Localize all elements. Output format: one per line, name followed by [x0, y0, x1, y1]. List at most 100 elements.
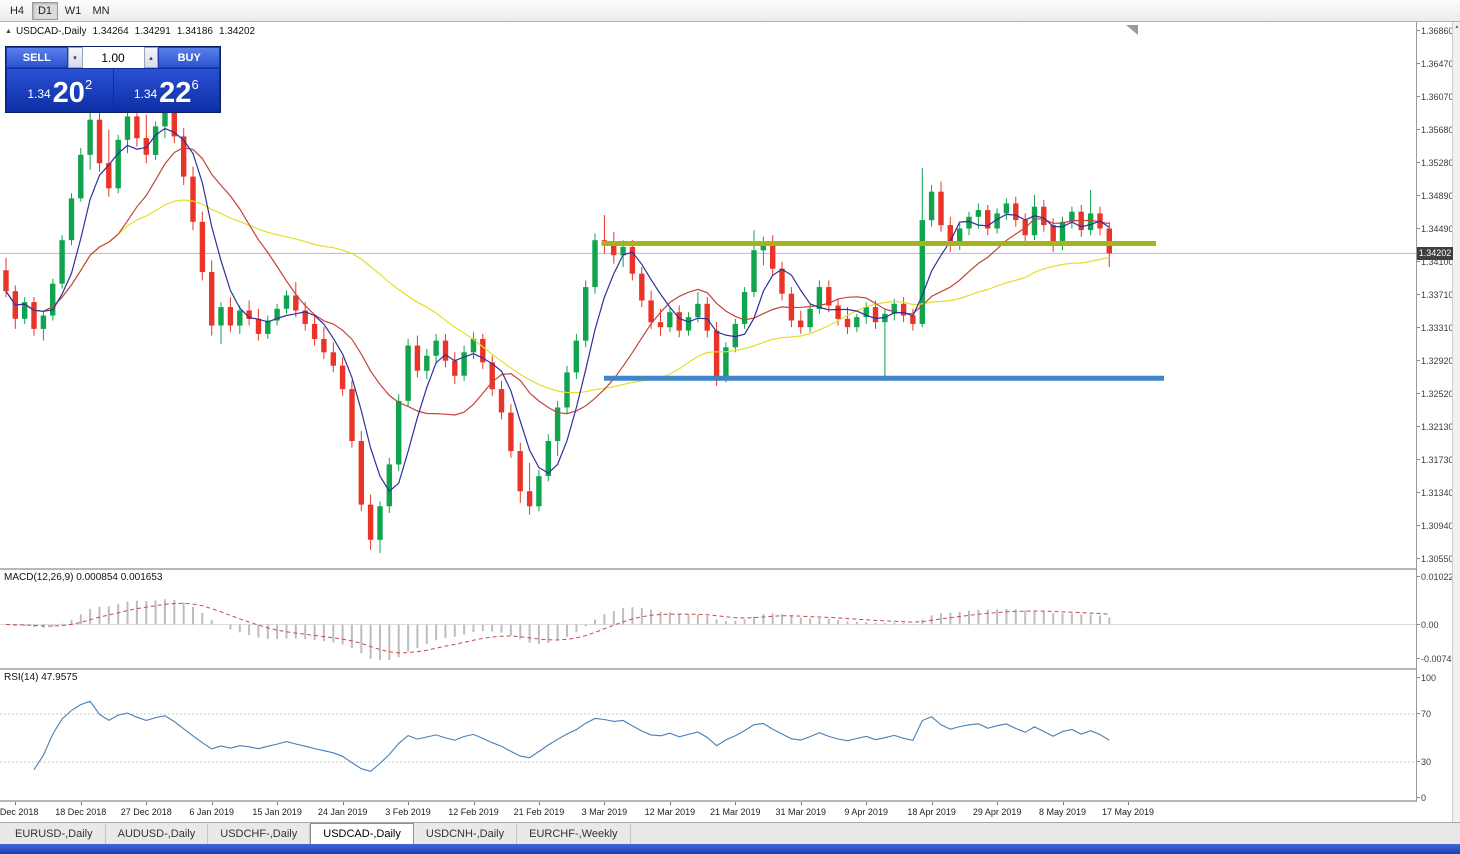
- time-axis-tick: [473, 802, 475, 805]
- price-axis-label: 1.36070: [1417, 92, 1454, 103]
- macd-chart[interactable]: [0, 570, 1416, 668]
- buy-button[interactable]: BUY: [158, 47, 220, 68]
- price-axis-label: 1.35280: [1417, 158, 1454, 169]
- time-axis-label: 24 Jan 2019: [317, 807, 368, 817]
- sell-price-prefix: 1.34: [27, 87, 51, 101]
- current-price-tag: 1.34202: [1417, 246, 1453, 260]
- sell-price-display[interactable]: 1.34 20 2: [7, 69, 113, 111]
- sell-price-big: 20: [52, 77, 85, 109]
- chart-tab-audusd[interactable]: AUDUSD-,Daily: [106, 824, 209, 844]
- time-axis-tick: [604, 802, 606, 805]
- time-axis-label: 15 Jan 2019: [252, 807, 302, 817]
- price-axis-label: 1.33710: [1417, 289, 1454, 300]
- chart-tab-bar: EURUSD-,Daily AUDUSD-,Daily USDCHF-,Daily U…: [0, 822, 1460, 845]
- time-axis-label: 21 Feb 2019: [513, 807, 565, 817]
- chart-workspace: ▲ USDCAD-,Daily 1.34264 1.34291 1.34186 …: [0, 22, 1460, 822]
- rsi-label: RSI(14) 47.9575: [4, 672, 78, 683]
- vertical-scrollbar[interactable]: ▲: [1452, 22, 1460, 822]
- buy-price-display[interactable]: 1.34 22 6: [113, 69, 219, 111]
- price-axis-label: 1.36470: [1417, 58, 1454, 69]
- price-axis-label: 1.32520: [1417, 389, 1454, 400]
- time-axis-tick: [80, 802, 82, 805]
- rsi-axis-label: 30: [1416, 757, 1432, 767]
- time-axis-tick: [997, 802, 999, 805]
- time-axis-tick: [800, 802, 802, 805]
- price-axis-label: 1.31730: [1417, 455, 1454, 466]
- chart-shift-marker: [1126, 25, 1138, 35]
- time-axis-tick: [277, 802, 279, 805]
- macd-axis-bottom-label: -0.007477: [1417, 654, 1460, 664]
- time-axis-tick: [211, 802, 213, 805]
- panel-splitter[interactable]: [0, 668, 1452, 670]
- chart-tab-usdcad[interactable]: USDCAD-,Daily: [310, 823, 414, 845]
- price-axis-label: 1.32920: [1417, 355, 1454, 366]
- price-axis-label: 1.30550: [1417, 554, 1454, 564]
- volume-input[interactable]: [82, 47, 144, 68]
- low-price: 1.34186: [176, 26, 213, 37]
- time-axis-tick: [408, 802, 410, 805]
- rsi-indicator-panel: RSI(14) 47.9575: [0, 670, 1416, 800]
- price-axis-label: 1.36860: [1417, 26, 1454, 36]
- timeframe-button-h4[interactable]: H4: [9, 4, 25, 17]
- macd-axis: 0.010229 0.00 -0.007477: [1417, 570, 1460, 668]
- time-axis-tick: [538, 802, 540, 805]
- sell-button[interactable]: SELL: [6, 47, 68, 68]
- panel-splitter[interactable]: [0, 568, 1452, 570]
- volume-increase-icon[interactable]: ▴: [143, 47, 159, 68]
- price-axis-label: 1.33310: [1417, 323, 1454, 334]
- rsi-axis-label: 70: [1416, 709, 1432, 719]
- time-axis-label: 3 Feb 2019: [385, 807, 431, 817]
- timeframe-button-mn[interactable]: MN: [92, 4, 110, 17]
- time-axis-label: 18 Dec 2018: [55, 807, 107, 817]
- time-axis-tick: [931, 802, 933, 805]
- timeframe-button-d1[interactable]: D1: [32, 1, 58, 20]
- scroll-up-icon[interactable]: ▲: [1454, 24, 1460, 30]
- time-axis-tick: [1062, 802, 1064, 805]
- price-axis-label: 1.34490: [1417, 224, 1454, 235]
- time-axis-label: 12 Mar 2019: [644, 807, 696, 817]
- main-chart-panel: ▲ USDCAD-,Daily 1.34264 1.34291 1.34186 …: [0, 22, 1416, 568]
- time-axis-label: 17 May 2019: [1101, 807, 1155, 817]
- status-bar: [0, 844, 1460, 854]
- macd-axis-top-label: 0.010229: [1417, 572, 1459, 582]
- macd-axis-zero-label: 0.00: [1417, 619, 1439, 630]
- candlestick-chart[interactable]: [0, 22, 1416, 568]
- rsi-axis-label: 0: [1416, 793, 1427, 803]
- price-axis-label: 1.34100: [1417, 256, 1454, 267]
- main-price-axis: 1.34202 1.36860 1.36470 1.36070 1.35680 1.35…: [1417, 22, 1454, 568]
- time-axis-tick: [735, 802, 737, 805]
- panel-splitter[interactable]: [0, 800, 1452, 802]
- time-axis-label: 8 May 2019: [1039, 807, 1087, 817]
- volume-decrease-icon[interactable]: ▾: [67, 47, 83, 68]
- price-axis-label: 1.30940: [1417, 521, 1454, 532]
- time-axis-tick: [15, 802, 17, 805]
- symbol-timeframe-label: USDCAD-,Daily: [15, 26, 87, 37]
- time-axis-tick: [342, 802, 344, 805]
- collapse-icon[interactable]: ▲: [5, 28, 12, 35]
- time-axis-tick: [866, 802, 868, 805]
- buy-price-prefix: 1.34: [133, 87, 158, 101]
- time-axis: 9 Dec 2018 18 Dec 2018 27 Dec 2018 6 Jan 20…: [0, 802, 1452, 822]
- chart-tab-usdchf[interactable]: USDCHF-,Daily: [208, 824, 311, 844]
- sell-price-sup: 2: [84, 77, 93, 92]
- chart-title: ▲ USDCAD-,Daily 1.34264 1.34291 1.34186 …: [5, 26, 255, 37]
- open-price: 1.34264: [92, 26, 129, 37]
- time-axis-label: 3 Mar 2019: [581, 807, 628, 817]
- time-axis-label: 6 Jan 2019: [189, 807, 234, 817]
- timeframe-button-w1[interactable]: W1: [64, 4, 82, 17]
- chart-tab-eurchf[interactable]: EURCHF-,Weekly: [517, 824, 631, 844]
- price-axis-label: 1.34890: [1417, 190, 1454, 201]
- macd-label: MACD(12,26,9) 0.000854 0.001653: [4, 572, 163, 583]
- time-axis-tick: [146, 802, 148, 805]
- chart-tab-usdcnh[interactable]: USDCNH-,Daily: [414, 824, 518, 844]
- rsi-axis: 100 70 30 0: [1416, 670, 1453, 803]
- time-axis-label: 12 Feb 2019: [448, 807, 499, 817]
- price-axis: 1.34202 1.36860 1.36470 1.36070 1.35680 1.35…: [1416, 22, 1460, 803]
- time-axis-label: 21 Mar 2019: [710, 807, 761, 817]
- buy-price-sup: 6: [191, 77, 199, 92]
- rsi-chart[interactable]: [0, 670, 1416, 800]
- chart-tab-eurusd[interactable]: EURUSD-,Daily: [3, 824, 106, 844]
- price-axis-label: 1.31340: [1417, 487, 1454, 498]
- rsi-axis-label: 100: [1416, 673, 1437, 683]
- time-axis-label: 29 Apr 2019: [972, 807, 1022, 817]
